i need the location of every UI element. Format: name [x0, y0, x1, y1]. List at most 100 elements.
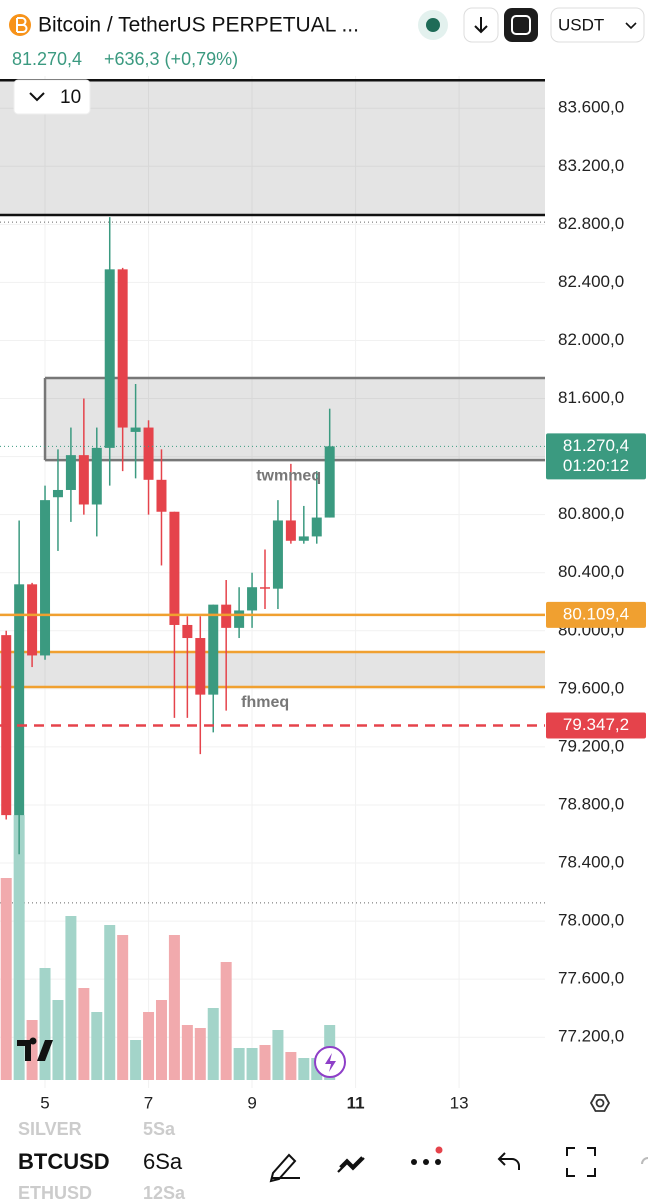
arrow-icon: [474, 17, 488, 34]
volume-bar: [104, 925, 116, 1080]
y-tick-label: 78.400,0: [558, 852, 624, 871]
tab-symbol: SILVER: [18, 1119, 82, 1139]
volume-bar: [168, 935, 180, 1080]
volume-bar: [220, 962, 232, 1080]
volume-bar: [52, 1000, 64, 1080]
volume-bar: [194, 1028, 206, 1080]
y-tick-label: 83.600,0: [558, 98, 624, 117]
y-tick-label: 79.600,0: [558, 678, 624, 697]
candle-body: [182, 624, 193, 639]
footer-bg: [0, 1118, 652, 1200]
candle-body: [91, 447, 102, 505]
currency-select[interactable]: [550, 7, 645, 43]
indicator-count: 10: [60, 87, 81, 108]
flash-icon: [325, 1053, 336, 1072]
volume-bar: [155, 1000, 167, 1080]
chevron: [625, 22, 637, 30]
y-tick-label: 77.600,0: [558, 969, 624, 988]
price-axis: 84.000,083.600,083.200,082.800,082.400,0…: [546, 40, 646, 1046]
annotation: fhmeq: [241, 694, 289, 711]
y-tick-label: 80.400,0: [558, 562, 624, 581]
candle-body: [208, 604, 219, 695]
volume-bar: [65, 916, 77, 1080]
candle-body: [117, 269, 128, 428]
tv-logo-dot: [29, 1037, 37, 1045]
symbol-title: Bitcoin / TetherUS PERPETUAL ...: [38, 14, 359, 37]
price-tag: [546, 712, 646, 739]
volume-bar: [0, 878, 12, 1080]
candle-body: [324, 446, 335, 518]
price-tag-label: 80.109,4: [563, 604, 629, 623]
more-tool[interactable]: [411, 1146, 443, 1166]
volume-bar: [181, 1025, 193, 1080]
plot-area: twmmeq fhmeq: [0, 40, 545, 1088]
settings-button[interactable]: [589, 1094, 611, 1112]
volume-bar: [26, 1020, 38, 1080]
tab-symbol: BTCUSD: [18, 1149, 110, 1174]
candle-body: [27, 584, 38, 656]
indicator-tool[interactable]: [337, 1156, 365, 1173]
candle-body: [234, 610, 245, 628]
y-tick-label: 78.000,0: [558, 911, 624, 930]
x-tick-label: 7: [144, 1093, 153, 1112]
x-tick-label: 13: [450, 1093, 469, 1112]
last-price: 81.270,4: [12, 49, 82, 69]
volume-bar: [259, 1045, 271, 1080]
collapse-button[interactable]: [13, 79, 91, 115]
volume-bar: [143, 1012, 155, 1080]
volume-bar: [13, 815, 25, 1080]
candle-body: [247, 587, 258, 611]
x-tick-label: 9: [247, 1093, 256, 1112]
annotation: twmmeq: [256, 467, 321, 484]
status-dot: [426, 18, 440, 32]
edge-icon: [641, 1157, 649, 1165]
candle-body: [311, 517, 322, 537]
y-tick-label: 83.200,0: [558, 156, 624, 175]
volume-bar: [78, 988, 90, 1080]
layout-icon: [511, 15, 531, 35]
y-tick-label: 81.600,0: [558, 388, 624, 407]
volume-bar: [246, 1048, 258, 1080]
tab-interval: 6Sa: [143, 1149, 183, 1174]
volume-bar: [285, 1052, 297, 1080]
header-bg: [0, 0, 652, 76]
candle-body: [104, 269, 115, 448]
candle-body: [143, 427, 154, 480]
volume-bar: [117, 935, 129, 1080]
price-tag-label: 81.270,4: [563, 436, 629, 455]
x-tick-label: 11: [347, 1093, 365, 1112]
currency: USDT: [558, 15, 604, 34]
tab-interval: 12Sa: [143, 1183, 186, 1200]
fullscreen-button[interactable]: [566, 1147, 596, 1177]
zone: [0, 651, 545, 687]
y-tick-label: 82.400,0: [558, 272, 624, 291]
price-tag: [546, 601, 646, 628]
candle-body: [221, 604, 232, 628]
volume-bar: [207, 1008, 219, 1080]
layout-button[interactable]: [504, 8, 538, 42]
zone: [0, 80, 545, 216]
undo-button[interactable]: [497, 1152, 520, 1170]
price-tag-timer: 01:20:12: [563, 456, 629, 475]
candle-body: [298, 536, 309, 541]
y-tick-label: 82.000,0: [558, 330, 624, 349]
price-tag: [546, 433, 646, 480]
candle-body: [156, 479, 167, 512]
y-tick-label: 78.800,0: [558, 794, 624, 813]
draw-tool[interactable]: [269, 1153, 300, 1183]
volume-bar: [298, 1058, 310, 1080]
candle-body: [52, 489, 63, 498]
tv-logo: [17, 1040, 53, 1061]
y-tick-label: 82.800,0: [558, 214, 624, 233]
candle-body: [40, 500, 51, 656]
y-tick-label: 79.200,0: [558, 736, 624, 755]
price-tag-label: 79.347,2: [563, 715, 629, 734]
candle-body: [130, 427, 141, 432]
volume-bar: [130, 1040, 142, 1080]
price-change: +636,3 (+0,79%): [104, 49, 238, 69]
candle-body: [259, 587, 270, 589]
candle-body: [169, 511, 180, 625]
candle-body: [195, 638, 206, 695]
